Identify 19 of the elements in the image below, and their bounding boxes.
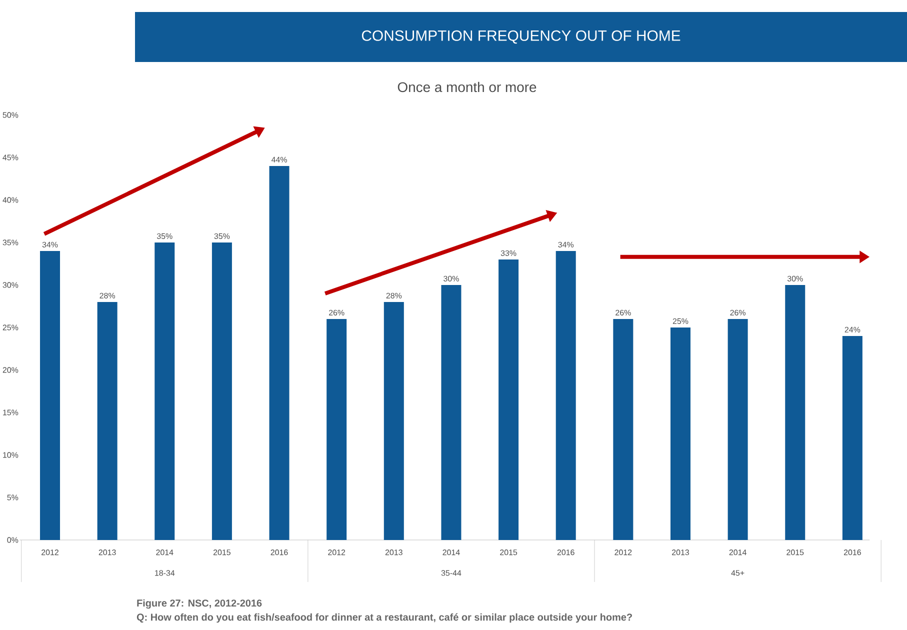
bar <box>441 284 462 540</box>
bar <box>842 336 862 540</box>
bar <box>212 242 232 540</box>
chart-subtitle: Once a month or more <box>398 82 536 92</box>
bar <box>326 318 347 540</box>
chart-title: CONSUMPTION FREQUENCY OUT OF HOME <box>362 30 680 44</box>
bar <box>728 318 748 540</box>
text: Q: How often do you eat fish/seafood for dinner at a restaurant, café or similar place outside your home? <box>136 613 632 623</box>
bar <box>670 327 690 540</box>
caption: Figure 27: NSC, 2012-2016 <box>137 599 262 609</box>
bar <box>154 242 175 540</box>
bar <box>785 284 806 540</box>
bar <box>384 302 404 540</box>
bar <box>40 250 60 540</box>
bar <box>269 166 290 540</box>
bar <box>556 250 576 540</box>
bar <box>97 302 118 540</box>
bar <box>613 318 634 540</box>
bar <box>498 259 519 540</box>
